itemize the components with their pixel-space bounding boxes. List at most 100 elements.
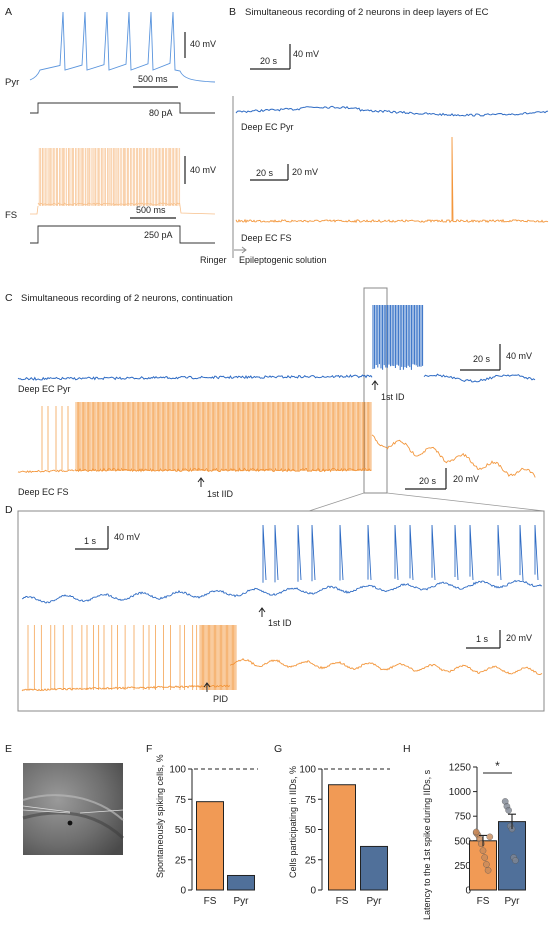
panel-b-ringer-label: Ringer (200, 255, 227, 265)
panel-c-fs-label: Deep EC FS (18, 487, 69, 497)
chart-h-ytick-label: 500 (454, 836, 471, 847)
panel-e-letter: E (5, 743, 12, 755)
chart-h-significance-label: * (495, 759, 500, 773)
panel-c-zoom-connector-right (386, 492, 545, 512)
panel-b-title: Simultaneous recording of 2 neurons in d… (245, 7, 489, 18)
chart-h-ytick-label: 1250 (449, 763, 472, 774)
chart-f-ylabel: Spontaneously spiking cells, % (155, 754, 165, 878)
panel-b-fs-trace-label: Deep EC FS (241, 233, 292, 243)
panel-a-pyr-step-label: 80 pA (149, 108, 173, 118)
chart-f-ytick-label: 25 (175, 855, 187, 866)
panel-d-fs-scale-t-label: 1 s (476, 634, 489, 644)
chart-h-ylabel: Latency to the 1st spike during IIDs, s (422, 769, 432, 920)
chart-h-xtick-label: Pyr (505, 896, 521, 907)
chart-h-data-point (481, 854, 489, 861)
panel-c-zoom-connector-left (308, 492, 365, 512)
chart-f-letter: F (146, 743, 152, 755)
chart-h-data-point (483, 861, 490, 868)
panel-c-pyr-scale-v-label: 40 mV (506, 351, 532, 361)
panel-c-fs-trace (17, 402, 536, 478)
panel-b-fs-scale-t-label: 20 s (256, 168, 274, 178)
panel-d-pid-label: PID (213, 694, 229, 704)
panel-b-fs-scale-v-label: 20 mV (292, 167, 318, 177)
panel-c-letter: C (5, 292, 13, 304)
panel-b-pyr-trace (235, 105, 549, 117)
chart-h-data-point (479, 847, 487, 854)
panel-b-solution-arrow (234, 246, 247, 254)
chart-g-xtick-label: Pyr (367, 896, 383, 907)
chart-h-error-bar (479, 834, 487, 847)
chart-h-ytick-label: 750 (454, 812, 471, 823)
panel-c-first-id-label: 1st ID (381, 392, 405, 402)
chart-f-xtick-label: FS (204, 896, 217, 907)
chart-g-ytick-label: 25 (305, 855, 317, 866)
chart-g-ylabel: Cells participating in IIDs, % (288, 766, 298, 878)
panel-d-fs-trace (21, 625, 543, 692)
panel-d-pyr-scale-t-label: 1 s (84, 536, 97, 546)
panel-b-pyr-scale-v-label: 40 mV (293, 49, 319, 59)
chart-f: F Spontaneously spiking cells, % 0 25 50 75… (146, 743, 258, 907)
panel-d-pyr-scale-v-label: 40 mV (114, 532, 140, 542)
chart-h-ytick-label: 1000 (449, 787, 472, 798)
chart-f-ytick-label: 100 (169, 765, 186, 776)
panel-b-letter: B (229, 6, 236, 18)
chart-h-error-bar (508, 813, 516, 829)
chart-h-xtick-label: FS (477, 896, 490, 907)
panel-d-frame (17, 510, 545, 712)
panel-c-first-id-arrow (371, 380, 379, 390)
panel-c-title: Simultaneous recording of 2 neurons, con… (21, 293, 233, 304)
panel-d-pyr-trace (21, 524, 543, 604)
chart-h-data-point (484, 866, 492, 874)
panel-d-first-id-label: 1st ID (268, 618, 292, 628)
panel-d-fs-scale-v-label: 20 mV (506, 633, 532, 643)
chart-h: H Latency to the 1st spike during IIDs, … (403, 743, 526, 920)
panel-a-fs-trace (30, 148, 216, 215)
panel-a-pyr-label: Pyr (5, 77, 19, 88)
chart-g-ytick-label: 0 (310, 886, 316, 897)
chart-h-ytick-label: 250 (454, 861, 471, 872)
chart-h-letter: H (403, 743, 411, 755)
panel-a-pyr-trace (29, 11, 216, 83)
chart-h-ytick-label: 0 (465, 886, 471, 897)
chart-g-letter: G (274, 743, 282, 755)
chart-g-ytick-label: 50 (305, 825, 317, 836)
panel-d-letter: D (5, 504, 13, 516)
panel-a-letter: A (5, 6, 12, 18)
chart-h-data-point (486, 833, 494, 841)
panel-a-fs-label: FS (5, 210, 17, 221)
chart-g: G Cells participating in IIDs, % 0 25 50 75… (274, 743, 390, 907)
panel-b-pyr-trace-label: Deep EC Pyr (241, 122, 294, 132)
panel-b-pyr-scale-t-label: 20 s (260, 56, 278, 66)
chart-h-data-point (505, 806, 512, 814)
chart-f-ytick-label: 50 (175, 825, 187, 836)
panel-a-fs-scale-t-label: 500 ms (136, 205, 166, 215)
panel-b-epileptogenic-label: Epileptogenic solution (239, 255, 327, 265)
chart-g-ytick-label: 75 (305, 795, 317, 806)
panel-c-pyr-label: Deep EC Pyr (18, 384, 71, 394)
panel-a-fs-step-label: 250 pA (144, 230, 173, 240)
panel-c-first-iid-arrow (197, 477, 205, 487)
chart-f-bar-pyr (227, 874, 255, 891)
panel-b-fs-trace (235, 136, 549, 224)
chart-f-xtick-label: Pyr (234, 896, 250, 907)
panel-c-pyr-scale-t-label: 20 s (473, 354, 491, 364)
slice-micrograph (22, 763, 125, 855)
panel-a-fs-step (30, 225, 215, 244)
panel-d-first-id-arrow (258, 607, 266, 617)
panel-a-pyr-step (30, 102, 215, 114)
panel-a-pyr-scale-v-label: 40 mV (190, 39, 216, 49)
chart-g-ytick-label: 100 (299, 765, 316, 776)
chart-g-xtick-label: FS (336, 896, 349, 907)
chart-f-ytick-label: 0 (180, 886, 186, 897)
chart-g-bar-pyr (360, 845, 388, 891)
chart-h-data-point (472, 828, 480, 836)
panel-c-fs-scale-v-label: 20 mV (453, 474, 479, 484)
chart-f-ytick-label: 75 (175, 795, 187, 806)
panel-a-pyr-scale-t-label: 500 ms (138, 74, 168, 84)
chart-g-bar-fs (328, 784, 356, 891)
panel-d-pid-arrow (203, 682, 211, 692)
panel-c-zoom-box (363, 287, 388, 494)
panel-c-pyr-trace (17, 305, 536, 383)
panel-c-fs-scale-t-label: 20 s (419, 476, 437, 486)
